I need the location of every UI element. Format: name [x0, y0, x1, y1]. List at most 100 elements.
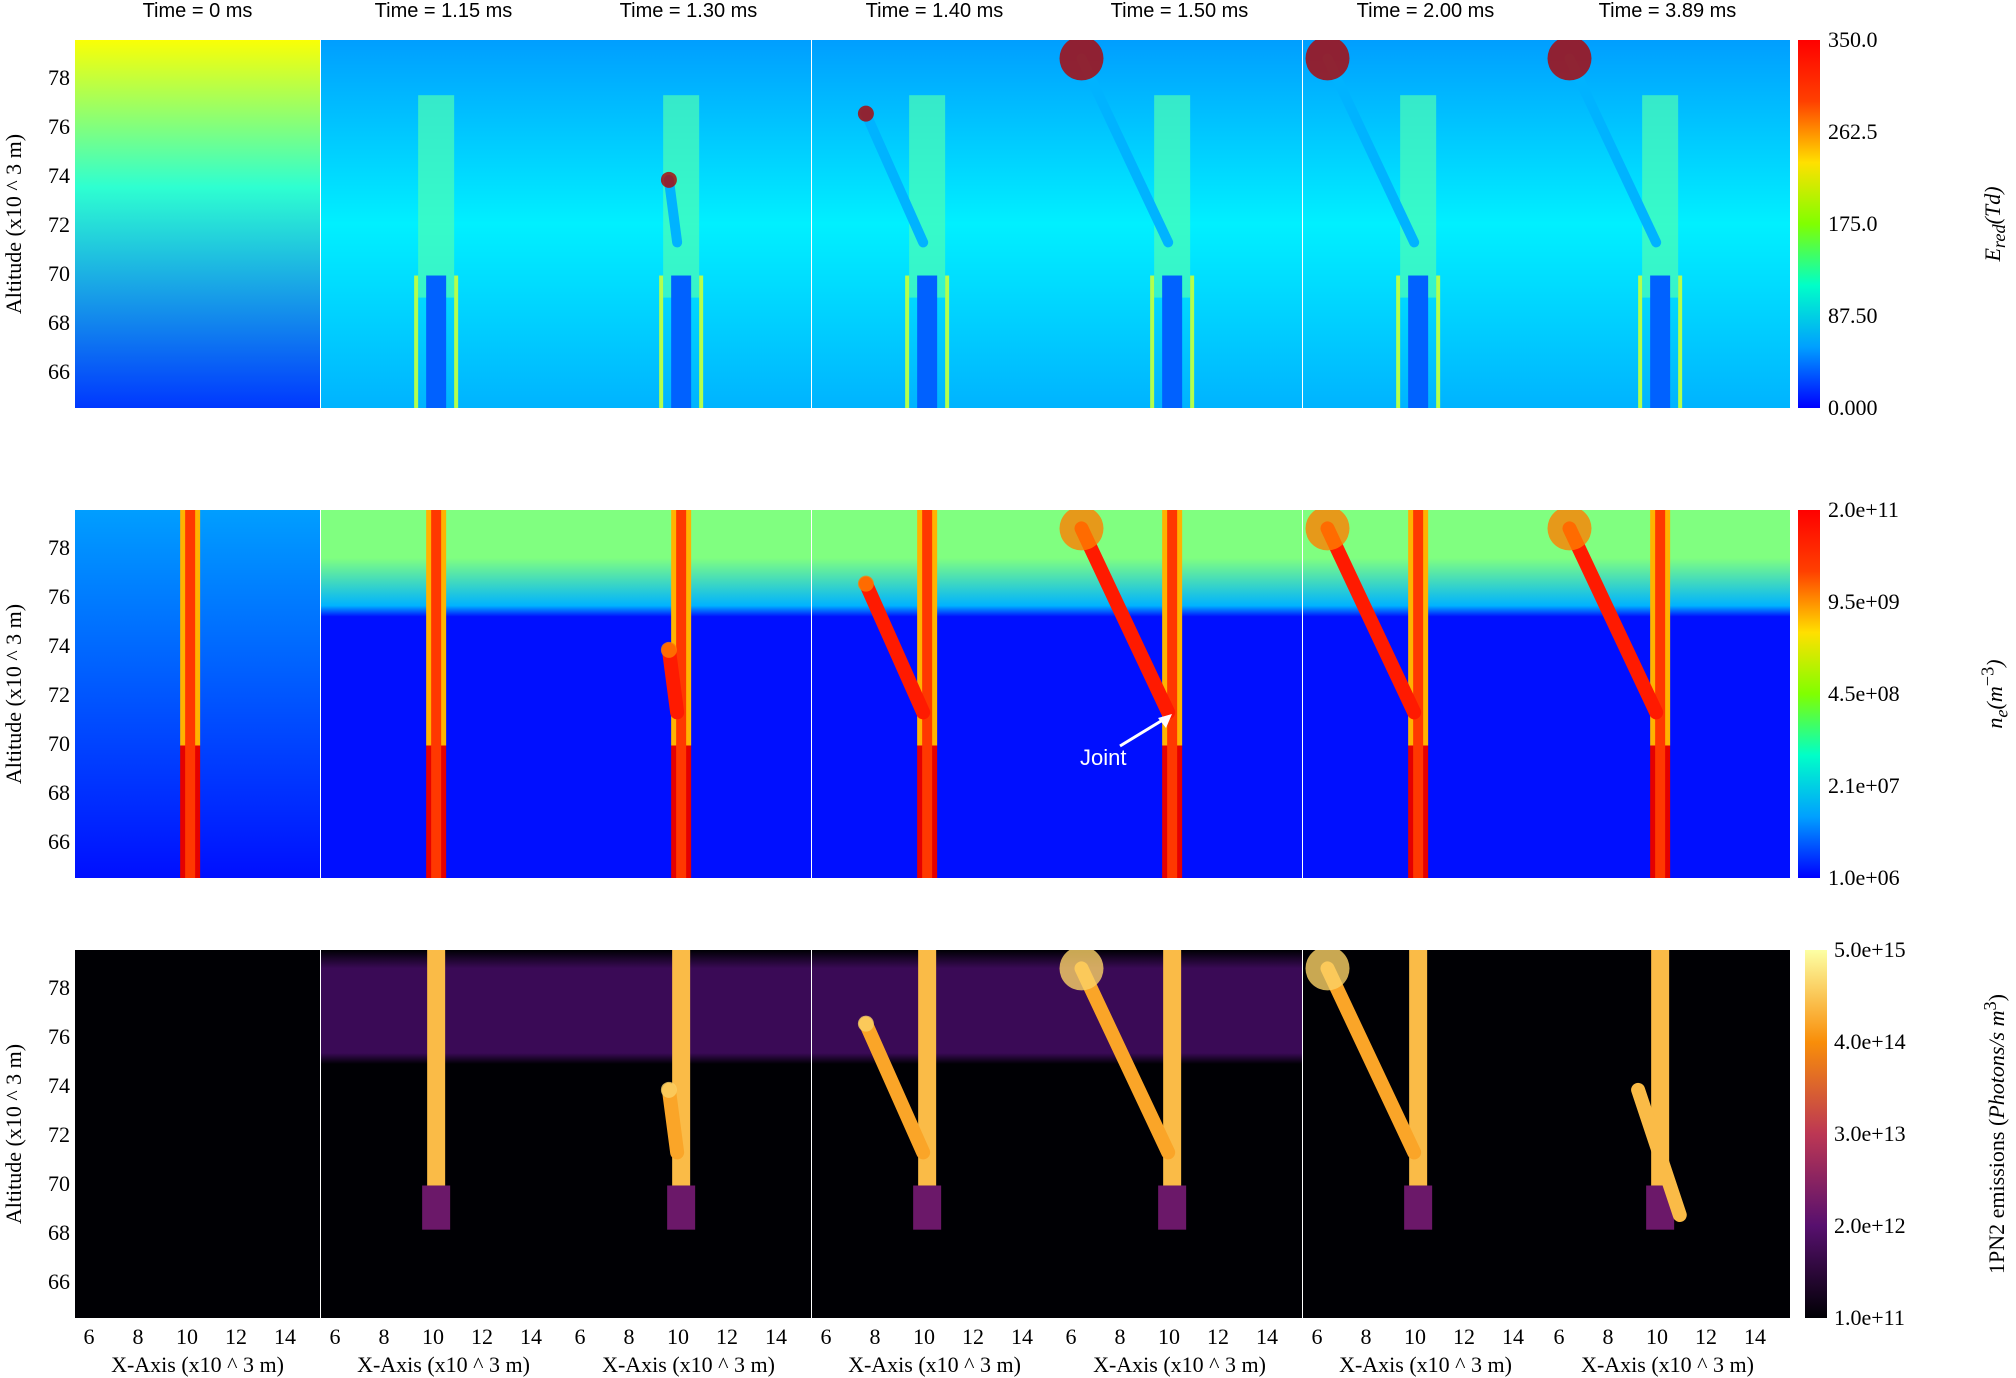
x-tick-label: 6	[83, 1324, 95, 1349]
cb-italic: Photons/s m	[1984, 1010, 2010, 1119]
y-tick-label: 68	[48, 310, 70, 335]
streamer-head	[660, 171, 677, 188]
panel-plot-row2-col3	[812, 950, 1057, 1318]
panel-plot-row1-col5	[1303, 510, 1548, 878]
x-tick-label: 14	[520, 1324, 542, 1349]
y-tick-label: 66	[48, 1269, 70, 1294]
colorbar-tick-label: 175.0	[1828, 211, 1878, 236]
panel-row0-col0	[75, 40, 320, 408]
y-tick-label: 78	[48, 65, 70, 90]
panel-row1-col4	[1057, 510, 1302, 878]
colorbar	[1798, 40, 1820, 408]
x-tick-label: 10	[176, 1324, 198, 1349]
y-tick-label: 76	[48, 584, 70, 609]
channel-edge-right	[945, 275, 950, 408]
channel-core	[426, 275, 447, 408]
branch-streamer	[1320, 521, 1422, 720]
channel-edge-left	[659, 275, 664, 408]
y-tick-label: 66	[48, 359, 70, 384]
panel-row0-col2	[566, 40, 811, 408]
x-tick-label: 6	[1553, 1324, 1565, 1349]
panel-row1-col2	[566, 510, 811, 878]
panel-row0-col5	[1303, 40, 1548, 408]
channel-edge-right	[1436, 275, 1441, 408]
cb-sub: red	[1989, 224, 2010, 249]
branch-streamer	[1631, 1082, 1687, 1222]
panel-plot-row2-col4	[1057, 950, 1302, 1318]
x-tick-label: 8	[1602, 1324, 1614, 1349]
panel-row1-col5	[1303, 510, 1548, 878]
streamer-head	[1547, 40, 1592, 81]
channel-edge-left	[414, 275, 419, 408]
channel-tail	[913, 1185, 942, 1230]
y-tick-label: 66	[48, 829, 70, 854]
channel-emission	[1163, 950, 1182, 1186]
x-axis-label: X-Axis (x10 ^ 3 m)	[848, 1352, 1021, 1377]
channel-core	[1162, 275, 1183, 408]
panel-row2-col2	[566, 950, 811, 1318]
colorbar-tick-label: 3.0e+13	[1834, 1121, 1906, 1146]
x-axis-label: X-Axis (x10 ^ 3 m)	[111, 1352, 284, 1377]
panel-plot-row0-col6	[1545, 40, 1790, 408]
colorbar-tick-label: 1.0e+06	[1828, 865, 1900, 890]
panel-plot-row2-col0	[75, 950, 320, 1318]
branch-streamer	[661, 642, 685, 720]
colorbar-tick-label: 2.0e+12	[1834, 1213, 1906, 1238]
panel-plot-row2-col5	[1303, 950, 1548, 1318]
panel-plot-row1-col2	[566, 510, 811, 878]
x-tick-label: 14	[274, 1324, 296, 1349]
x-tick-label: 6	[329, 1324, 341, 1349]
channel-glow	[909, 95, 946, 298]
channel-core	[1655, 510, 1666, 878]
panel-row1-col3	[812, 510, 1057, 878]
colorbar-tick-label: 9.5e+09	[1828, 589, 1900, 614]
colorbar-label: ne(m−3)	[1978, 659, 2013, 728]
panel-row2-col1	[321, 950, 566, 1318]
time-title-6: Time = 3.89 ms	[1598, 0, 1737, 22]
panel-plot-row0-col1	[321, 40, 566, 408]
colorbar-label: 1PN2 emissions (Photons/s m3)	[1980, 994, 2010, 1274]
x-tick-label: 8	[623, 1324, 635, 1349]
cb-main: 1PN2 emissions (	[1984, 1118, 2010, 1274]
x-tick-label: 8	[869, 1324, 881, 1349]
y-tick-label: 68	[48, 780, 70, 805]
x-tick-label: 6	[574, 1324, 586, 1349]
colorbar-tick-label: 0.000	[1828, 395, 1878, 420]
channel-edge-left	[1396, 275, 1401, 408]
panel-row0-col1	[321, 40, 566, 408]
y-tick-label: 74	[48, 163, 70, 188]
x-axis-label: X-Axis (x10 ^ 3 m)	[1581, 1352, 1754, 1377]
panel-background	[75, 950, 320, 1318]
x-tick-label: 12	[1453, 1324, 1475, 1349]
colorbar-tick-label: 4.0e+14	[1834, 1029, 1906, 1054]
x-tick-label: 8	[378, 1324, 390, 1349]
colorbar-tick-label: 2.0e+11	[1828, 497, 1899, 522]
joint-annotation: Joint	[1080, 745, 1127, 770]
colorbar	[1805, 950, 1827, 1318]
colorbar-tick-label: 5.0e+15	[1834, 937, 1906, 962]
streamer-head	[1305, 40, 1350, 81]
channel-edge-right	[454, 275, 459, 408]
y-tick-label: 72	[48, 682, 70, 707]
panel-plot-row2-col2	[566, 950, 811, 1318]
streamer-head	[1059, 510, 1104, 551]
panel-plot-row2-col1	[321, 950, 566, 1318]
branch-streamer	[858, 1016, 931, 1160]
channel-tail	[1158, 1185, 1187, 1230]
x-tick-label: 12	[1695, 1324, 1717, 1349]
x-tick-label: 12	[225, 1324, 247, 1349]
x-tick-label: 8	[1360, 1324, 1372, 1349]
panel-plot-row0-col4	[1057, 40, 1302, 408]
x-tick-label: 6	[820, 1324, 832, 1349]
y-tick-label: 76	[48, 114, 70, 139]
colorbar	[1798, 510, 1820, 878]
y-tick-label: 70	[48, 1171, 70, 1196]
colorbar-tick-label: 2.1e+07	[1828, 773, 1900, 798]
x-tick-label: 8	[132, 1324, 144, 1349]
channel-edge-right	[1190, 275, 1195, 408]
panel-row1-col6	[1545, 510, 1790, 878]
colorbar-label: Ered(Td)	[1980, 186, 2010, 261]
time-title-3: Time = 1.40 ms	[865, 0, 1004, 22]
panel-row1-col1	[321, 510, 566, 878]
channel-edge-right	[1678, 275, 1683, 408]
